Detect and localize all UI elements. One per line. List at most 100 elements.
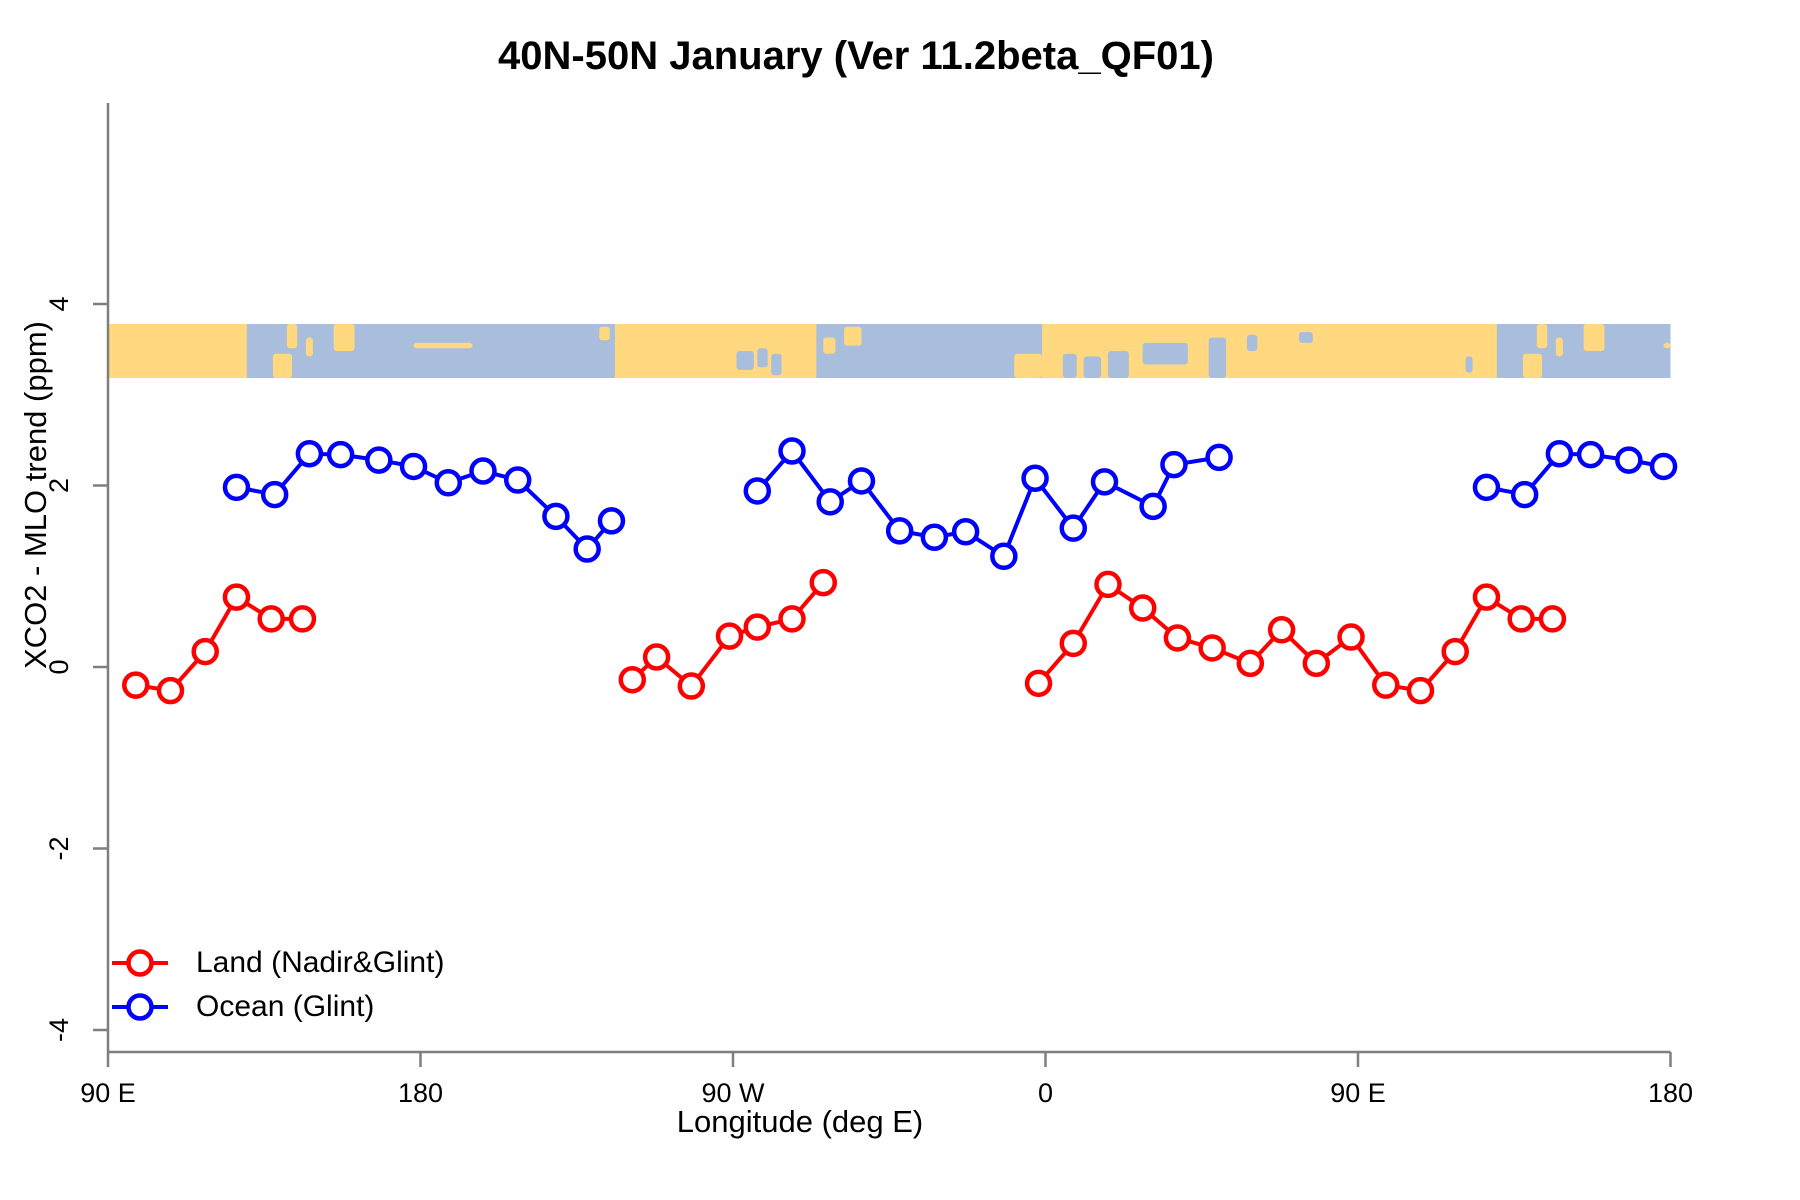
- data-point: [1406, 676, 1435, 705]
- x-tick-label: 180: [1648, 1078, 1693, 1108]
- legend-label-ocean: Ocean (Glint): [196, 990, 375, 1023]
- data-point: [156, 676, 185, 705]
- legend: [112, 949, 168, 1021]
- map-land-kamchatka-2: [1583, 324, 1605, 351]
- legend-symbol-land: [112, 949, 168, 977]
- data-point: [122, 671, 150, 699]
- data-point: [542, 502, 570, 531]
- data-point: [1576, 440, 1605, 469]
- map-ocean-band: [246, 324, 615, 378]
- data-point: [288, 605, 317, 633]
- y-axis-label: XCO2 - MLO trend (ppm): [18, 321, 53, 669]
- ocean-series: [222, 437, 1678, 571]
- data-point: [885, 517, 914, 545]
- data-point: [597, 507, 626, 535]
- data-point: [1128, 594, 1157, 622]
- y-tick-label: 4: [44, 296, 74, 311]
- data-point: [618, 665, 647, 694]
- data-point: [1160, 450, 1188, 479]
- y-tick-label: -2: [44, 836, 74, 860]
- data-point: [847, 467, 876, 495]
- x-tick-label: 0: [1038, 1078, 1053, 1108]
- map-sea-great-lakes-c: [771, 353, 782, 376]
- y-tick-label: 2: [44, 478, 74, 493]
- legend-label-land: Land (Nadir&Glint): [196, 946, 445, 979]
- data-point: [1198, 634, 1226, 662]
- data-point: [778, 605, 806, 633]
- y-tick-label: 0: [44, 659, 74, 674]
- data-point: [573, 535, 601, 563]
- data-point: [469, 457, 497, 485]
- data-point: [222, 583, 251, 611]
- data-point: [1507, 605, 1535, 633]
- map-sea-lake-balkhash: [1298, 332, 1313, 343]
- data-point: [1267, 616, 1296, 644]
- map-sea-aegean-sea: [1107, 351, 1129, 378]
- legend-symbol-ocean: [112, 993, 168, 1021]
- data-point: [191, 637, 219, 666]
- data-point: [642, 643, 671, 671]
- data-point: [1163, 624, 1192, 652]
- series-line: [1037, 581, 1553, 693]
- data-point: [1510, 480, 1539, 509]
- data-point: [809, 568, 838, 597]
- data-point: [1545, 439, 1574, 468]
- data-point: [743, 477, 772, 505]
- data-point: [778, 437, 806, 465]
- data-point: [503, 466, 532, 494]
- data-point: [920, 523, 949, 551]
- map-sea-mediterranean-a: [1062, 353, 1077, 378]
- map-sea-great-lakes-b: [757, 348, 768, 368]
- x-tick-label: 90 E: [1330, 1078, 1386, 1108]
- data-point: [326, 440, 355, 469]
- map-sea-caspian-sea: [1208, 337, 1227, 378]
- map-sea-mediterranean-b: [1083, 356, 1102, 378]
- data-point: [816, 488, 844, 516]
- map-land-iberia: [1014, 353, 1043, 378]
- map-land-japan: [272, 353, 293, 378]
- map-sea-black-sea: [1142, 342, 1188, 365]
- x-tick-label: 90 W: [701, 1078, 765, 1108]
- data-point: [1205, 443, 1233, 472]
- data-point: [1615, 446, 1643, 474]
- map-land-kuril-islands-2: [1555, 337, 1563, 357]
- data-point: [1021, 464, 1049, 492]
- map-land-sakhalin: [286, 324, 298, 349]
- map-land-kamchatka: [333, 324, 355, 351]
- data-point: [677, 672, 706, 700]
- x-tick-label: 90 E: [80, 1078, 136, 1108]
- data-point: [1059, 629, 1088, 658]
- data-point: [1649, 452, 1678, 481]
- data-point: [260, 480, 289, 509]
- data-point: [1094, 570, 1122, 599]
- map-land-aleutians: [413, 342, 473, 349]
- y-axis: -4 -2 0 2 4: [44, 103, 110, 1052]
- data-point: [1441, 637, 1469, 666]
- data-point: [365, 446, 393, 474]
- x-tick-label: 180: [398, 1078, 443, 1108]
- map-land-aleutians-2: [1663, 342, 1671, 349]
- data-point: [1337, 623, 1365, 651]
- map-land-nova-scotia: [823, 337, 836, 354]
- data-point: [715, 622, 744, 650]
- data-point: [434, 469, 463, 497]
- world-map-strip: [108, 324, 1671, 378]
- map-land-sakhalin-2: [1536, 324, 1548, 349]
- legend-marker-ocean: [126, 993, 154, 1021]
- data-point: [1538, 605, 1567, 633]
- map-sea-lake-khanka: [1465, 356, 1473, 373]
- data-point: [399, 452, 428, 481]
- chart-title: 40N-50N January (Ver 11.2beta_QF01): [498, 34, 1214, 78]
- land-series: [122, 568, 1567, 705]
- data-point: [1302, 649, 1331, 678]
- data-point: [257, 605, 285, 633]
- legend-marker-land: [126, 949, 154, 977]
- data-point: [743, 613, 772, 641]
- data-point: [1472, 473, 1501, 502]
- data-point: [1472, 583, 1501, 611]
- y-tick-label: -4: [44, 1018, 74, 1042]
- data-point: [295, 439, 324, 468]
- data-point: [1139, 492, 1167, 521]
